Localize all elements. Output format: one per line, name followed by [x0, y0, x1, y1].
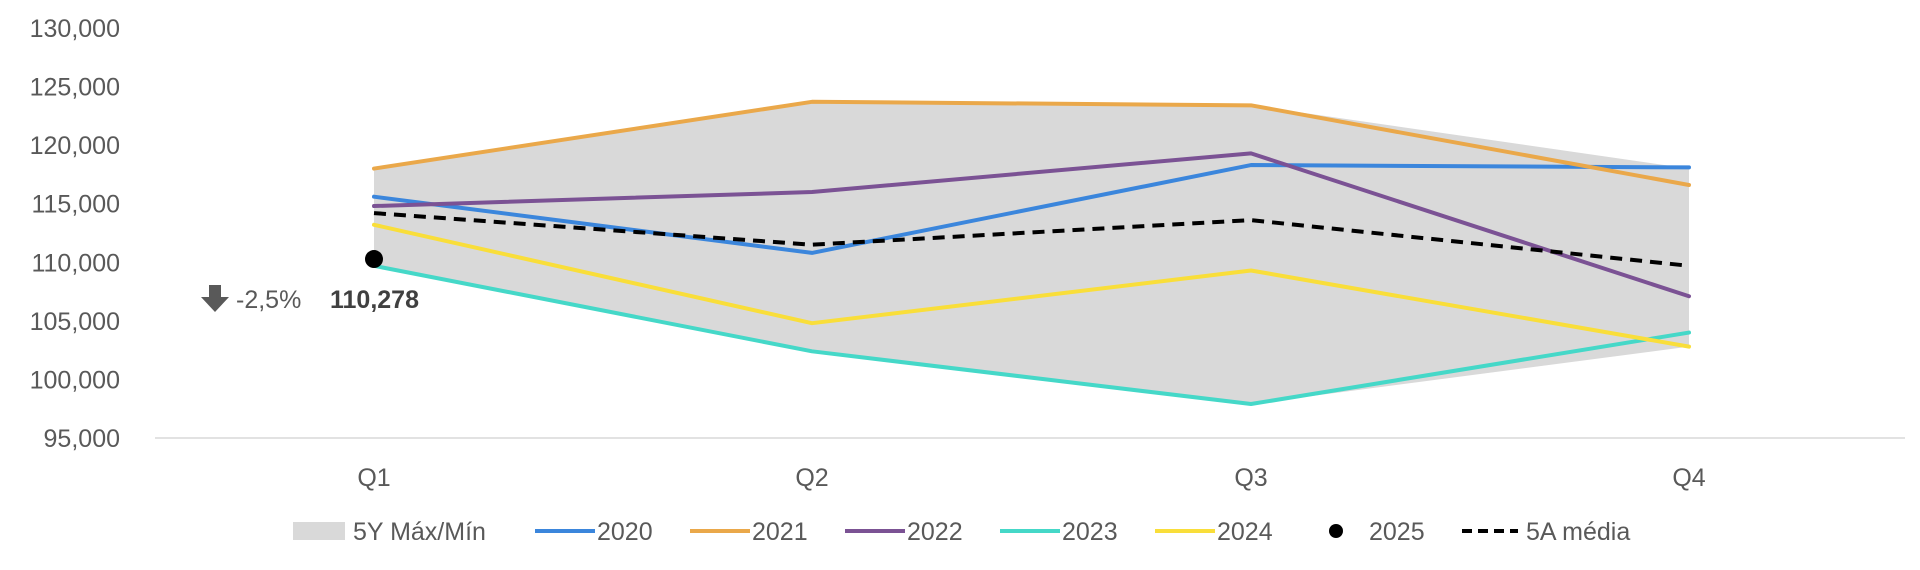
current-value-label: 110,278 — [330, 286, 419, 314]
x-tick-label: Q2 — [795, 464, 828, 492]
down-arrow-icon — [201, 285, 229, 312]
y-tick-label: 105,000 — [30, 308, 120, 336]
x-tick-label: Q3 — [1234, 464, 1267, 492]
y-tick-label: 130,000 — [30, 15, 120, 43]
y-tick-label: 120,000 — [30, 132, 120, 160]
x-tick-label: Q4 — [1672, 464, 1705, 492]
legend-label-average: 5A média — [1526, 518, 1630, 546]
legend-label-2024: 2024 — [1217, 518, 1273, 546]
series-line-2024 — [372, 222, 1691, 349]
legend-label-band: 5Y Máx/Mín — [353, 518, 486, 546]
y-tick-label: 125,000 — [30, 74, 120, 102]
y-tick-label: 95,000 — [44, 425, 120, 453]
legend-label-current: 2025 — [1369, 518, 1425, 546]
legend-label-2021: 2021 — [752, 518, 808, 546]
y-tick-label: 100,000 — [30, 366, 120, 394]
series-line-2023 — [372, 263, 1691, 407]
y-tick-label: 115,000 — [31, 191, 120, 219]
y-tick-label: 110,000 — [31, 249, 120, 277]
legend-swatch-band — [293, 522, 345, 540]
series-line-2022 — [372, 151, 1691, 299]
series-line-2020 — [372, 163, 1691, 255]
legend-label-2020: 2020 — [597, 518, 653, 546]
series-line-2021 — [372, 99, 1691, 187]
legend-swatch-current — [1329, 524, 1343, 538]
legend-label-2022: 2022 — [907, 518, 963, 546]
current-point — [365, 250, 383, 269]
change-label: -2,5% — [236, 286, 301, 314]
x-tick-label: Q1 — [357, 464, 390, 492]
legend-label-2023: 2023 — [1062, 518, 1118, 546]
